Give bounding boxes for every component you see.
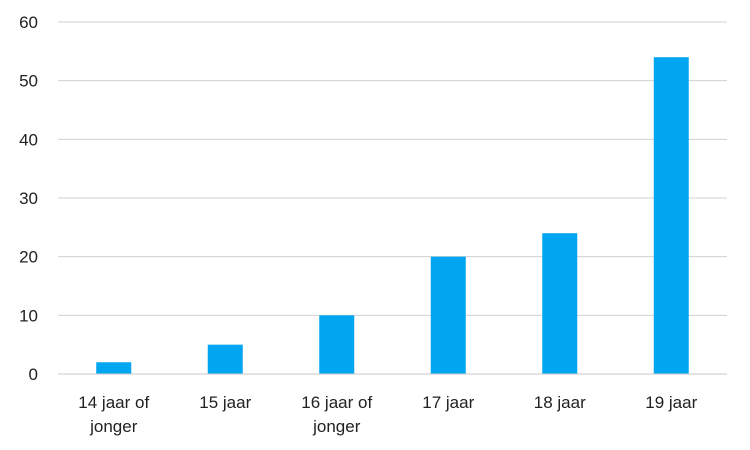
bar-2 xyxy=(207,344,243,374)
gridlines xyxy=(58,21,727,316)
x-category-label-line: 19 jaar xyxy=(645,393,697,412)
x-category-label-line: 16 jaar of xyxy=(301,393,372,412)
x-category-label: 17 jaar xyxy=(422,393,474,412)
bar-3 xyxy=(319,315,355,374)
x-category-label: 14 jaar of jonger xyxy=(78,393,149,436)
x-category-label: 18 jaar xyxy=(534,393,586,412)
y-tick-label: 0 xyxy=(29,365,38,384)
x-category-label-line: 17 jaar xyxy=(422,393,474,412)
x-category-label-line: jonger xyxy=(312,417,361,436)
y-tick-label: 30 xyxy=(19,189,38,208)
bars xyxy=(96,57,689,374)
y-tick-label: 50 xyxy=(19,72,38,91)
x-category-label-line: jonger xyxy=(89,417,138,436)
x-category-label-line: 14 jaar of xyxy=(78,393,149,412)
x-category-label: 19 jaar xyxy=(645,393,697,412)
bar-4 xyxy=(430,256,466,374)
y-axis-ticks: 0 10 20 30 40 50 60 xyxy=(19,13,38,384)
bar-1 xyxy=(96,362,132,374)
bar-6 xyxy=(653,57,689,374)
y-tick-label: 40 xyxy=(19,130,38,149)
y-tick-label: 10 xyxy=(19,306,38,325)
y-tick-label: 20 xyxy=(19,248,38,267)
x-category-label: 15 jaar xyxy=(199,393,251,412)
y-tick-label: 60 xyxy=(19,13,38,32)
x-category-label: 16 jaar of jonger xyxy=(301,393,372,436)
x-category-label-line: 18 jaar xyxy=(534,393,586,412)
x-category-label-line: 15 jaar xyxy=(199,393,251,412)
bar-5 xyxy=(542,233,578,374)
